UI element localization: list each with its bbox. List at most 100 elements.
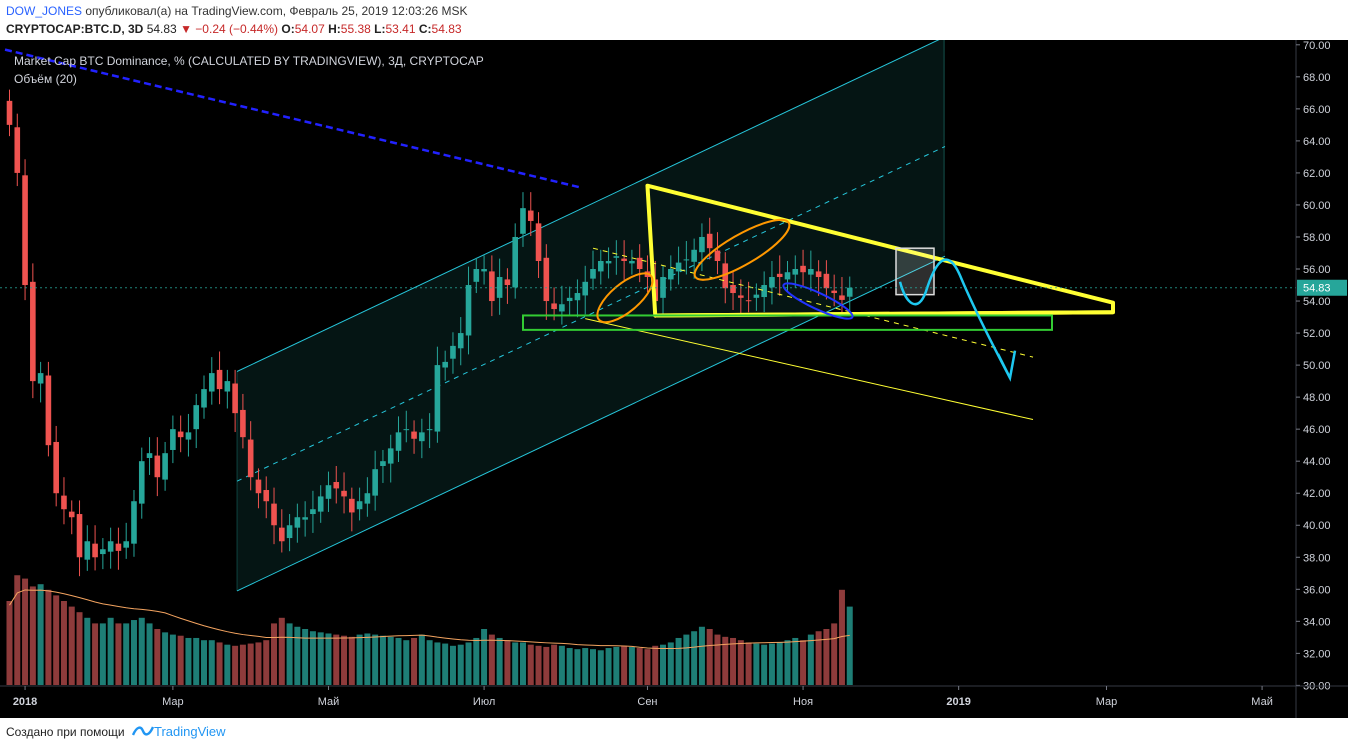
time-tick-label: Ноя (793, 696, 813, 708)
volume-bar (224, 644, 231, 685)
candle-body (753, 294, 760, 298)
candle-body (333, 482, 340, 489)
volume-bar (53, 595, 60, 685)
candle-body (247, 439, 254, 478)
volume-bar (115, 623, 122, 685)
last-price-badge (1297, 279, 1347, 296)
candle-body (559, 304, 565, 312)
time-axis[interactable]: 2018МарМайИюлСенНоя2019МарМайИюл (0, 685, 1348, 708)
volume-bar (333, 634, 340, 685)
volume-bar (675, 637, 682, 685)
candle-body (341, 490, 347, 497)
volume-bar (442, 643, 449, 685)
volume-bar (496, 637, 503, 685)
volume-bar (823, 629, 830, 685)
volume-indicator-label: Объём (20) (14, 72, 77, 86)
price-tick-label: 38.00 (1303, 552, 1331, 564)
candle-body (170, 429, 176, 450)
candle-body (605, 261, 612, 264)
candle-body (745, 300, 752, 302)
volume-bar (714, 634, 721, 685)
volume-bar (123, 623, 130, 685)
volume-bar (341, 635, 348, 685)
price-axis[interactable]: 70.00 68.00 66.00 64.00 62.00 60.00 58.00 56.00… (1295, 40, 1348, 718)
candle-body (730, 285, 736, 294)
candle-body (582, 281, 589, 296)
time-tick-label: Мар (1096, 696, 1118, 708)
candle-body (286, 525, 293, 539)
candle-body (512, 236, 518, 288)
volume-bar (512, 642, 519, 685)
volume-bar (800, 640, 807, 685)
change-value: −0.24 (−0.44%) (195, 22, 279, 36)
candle-body (761, 285, 767, 298)
candle-body (411, 431, 417, 439)
volume-bar (597, 650, 604, 685)
candle-body (14, 127, 21, 173)
volume-bar (411, 637, 418, 685)
candle-body (706, 233, 713, 249)
footer-text: Создано при помощи (6, 725, 125, 739)
volume-bar (519, 642, 526, 685)
volume-bar (364, 633, 371, 685)
candle-body (6, 100, 13, 125)
candle-body (279, 527, 285, 542)
candle-body (372, 469, 378, 496)
symbol-name[interactable]: CRYPTOCAP:BTC.D, 3D (6, 22, 144, 36)
candle-body (457, 333, 464, 349)
volume-bar (325, 633, 332, 685)
author-link[interactable]: DOW_JONES (6, 4, 83, 18)
price-tick-label: 44.00 (1303, 456, 1331, 468)
candle-body (224, 381, 231, 392)
volume-bar (768, 643, 775, 685)
candle-body (590, 269, 596, 279)
open-value: 54.07 (294, 22, 325, 36)
channel-mid-line (236, 146, 946, 482)
time-tick-label: 2019 (946, 696, 970, 708)
candle-body (520, 208, 526, 234)
volume-bar (691, 631, 698, 685)
candle-body (683, 259, 690, 261)
time-tick-label: Сен (637, 696, 657, 708)
tradingview-brand[interactable]: TradingView (153, 724, 226, 739)
footer: Создано при помощи TradingView (6, 724, 226, 741)
candle-body (123, 541, 129, 548)
volume-bar (621, 645, 628, 685)
price-tick-label: 56.00 (1303, 264, 1331, 276)
open-label: O: (281, 22, 295, 36)
volume-bar (574, 649, 581, 685)
publish-line: DOW_JONES опубликовал(а) на TradingView.… (6, 4, 468, 18)
price-tick-label: 68.00 (1303, 72, 1331, 84)
volume-bar (348, 636, 355, 685)
volume-bar (216, 642, 223, 685)
candle-body (403, 429, 410, 431)
candle-body (61, 495, 67, 510)
volume-bar (628, 646, 635, 685)
volume-bar (37, 584, 44, 685)
candle-body (107, 541, 114, 552)
chart-background (0, 40, 1348, 718)
candle-body (30, 281, 36, 382)
candles (6, 89, 853, 577)
price-chart[interactable]: Market Cap BTC Dominance, % (CALCULATED … (0, 40, 1348, 718)
drawings (0, 48, 1296, 421)
volume-bar (722, 636, 729, 685)
orange-ellipse-left (596, 272, 654, 324)
volume-bar (201, 640, 207, 685)
volume-bar (590, 649, 596, 685)
candle-body (800, 265, 806, 273)
volume-bar (776, 642, 783, 685)
candle-body (691, 249, 697, 262)
volume-bar (807, 634, 814, 685)
candle-body (395, 432, 402, 451)
projection-path (898, 258, 1012, 379)
candle-body (216, 369, 223, 390)
candle-body (45, 375, 52, 446)
candle-body (419, 432, 425, 442)
volume-bar (527, 644, 534, 685)
change-down-icon: ▼ (180, 22, 192, 36)
candle-body (76, 514, 83, 558)
candle-body (481, 269, 487, 272)
volume-bar (146, 623, 153, 685)
volume-bar (449, 645, 456, 685)
